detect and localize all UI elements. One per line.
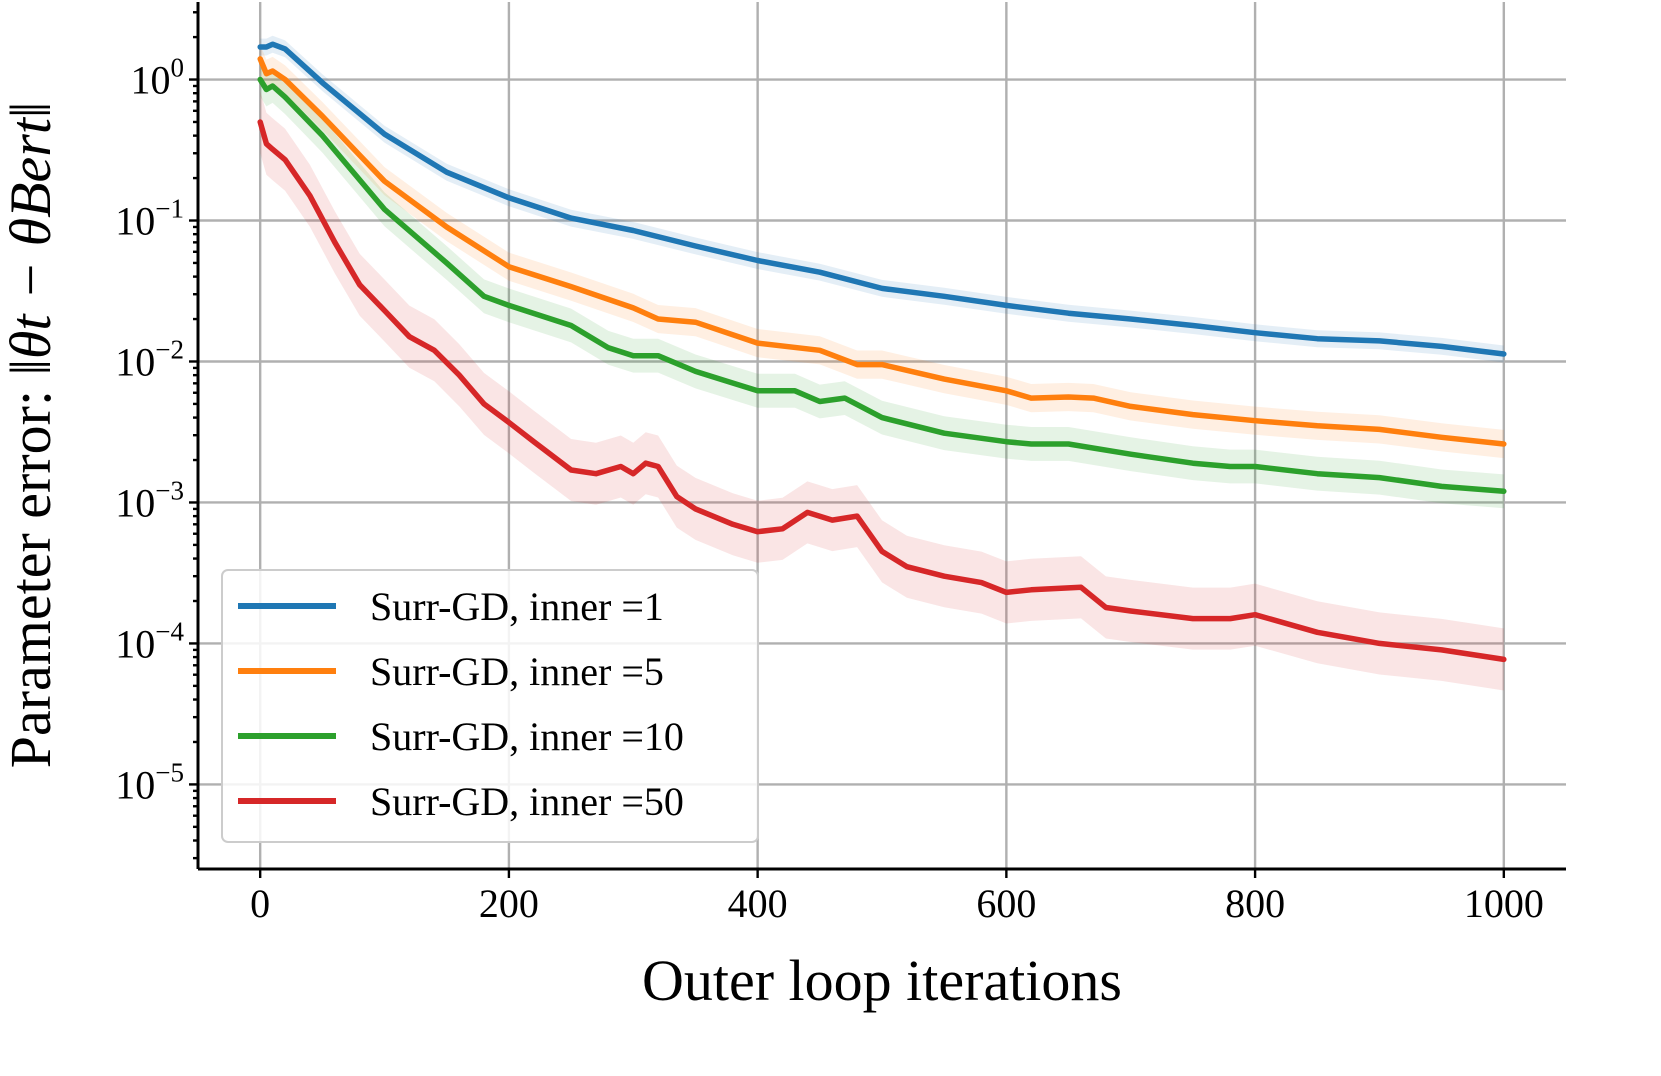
y-axis-label-text: Parameter error:: [0, 375, 63, 768]
x-tick-label: 0: [250, 881, 270, 926]
legend-label: Surr-GD, inner =10: [370, 714, 684, 759]
series-line: [257, 119, 1507, 663]
x-tick-label: 1000: [1464, 881, 1544, 926]
legend: Surr-GD, inner =1 Surr-GD, inner =5 Surr-G…: [221, 569, 759, 843]
y-tick-label: 10−1: [115, 194, 184, 244]
series-line: [257, 76, 1507, 495]
x-tick-label: 600: [976, 881, 1036, 926]
y-axis-label: Parameter error: ‖θt − θBert‖: [0, 102, 63, 769]
series-lines: [257, 41, 1507, 663]
y-tick-label: 10−5: [115, 757, 184, 807]
x-tick-label: 800: [1225, 881, 1285, 926]
x-ticks: 0 200 400 600 800 1000: [250, 869, 1544, 926]
legend-frame: [221, 569, 759, 843]
y-tick-label: 10−3: [115, 475, 184, 525]
y-tick-label: 10−4: [115, 616, 184, 666]
y-tick-label: 10−2: [115, 334, 184, 384]
confidence-band: [260, 44, 1504, 459]
y-tick-label: 100: [131, 53, 185, 103]
x-axis-label: Outer loop iterations: [642, 948, 1122, 1013]
legend-label: Surr-GD, inner =50: [370, 779, 684, 824]
y-ticks: 100 10−1 10−2 10−3 10−4 10−5: [115, 11, 198, 860]
legend-label: Surr-GD, inner =5: [370, 649, 664, 694]
series-line: [257, 56, 1507, 447]
x-tick-label: 400: [728, 881, 788, 926]
series-line: [257, 41, 1507, 357]
x-tick-label: 200: [479, 881, 539, 926]
y-axis-label-math: ‖θt − θBert‖: [0, 102, 63, 376]
confidence-band: [260, 91, 1504, 691]
legend-label: Surr-GD, inner =1: [370, 584, 664, 629]
confidence-band: [260, 35, 1504, 363]
